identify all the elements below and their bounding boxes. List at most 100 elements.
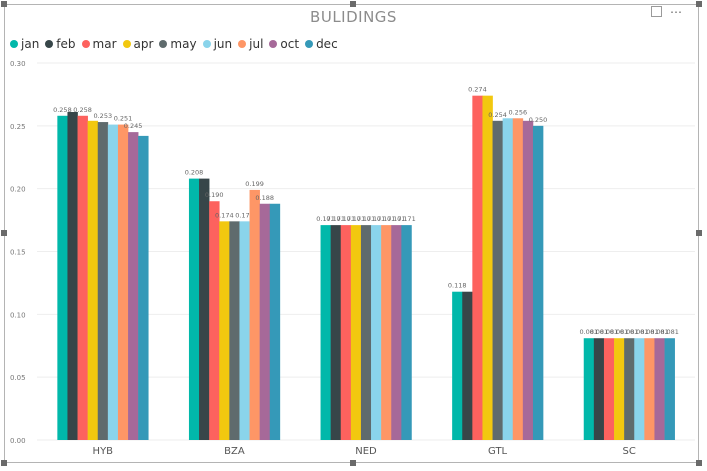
x-tick-label: SC — [623, 446, 636, 457]
data-label: 0.171 — [316, 215, 335, 223]
bar-oct-NED — [391, 225, 402, 440]
data-label: 0.208 — [185, 169, 204, 177]
legend-swatch-jul — [238, 40, 247, 48]
bar-dec-SC — [664, 338, 675, 440]
legend-label: apr — [133, 37, 154, 51]
bar-apr-SC — [614, 338, 625, 440]
bar-jan-HYB — [57, 115, 68, 440]
bar-feb-SC — [593, 338, 605, 440]
bar-apr-GTL — [482, 95, 493, 441]
legend-item-oct[interactable]: oct — [269, 37, 299, 51]
data-label: 0.118 — [448, 282, 467, 290]
bar-jul-SC — [644, 338, 655, 440]
bar-oct-GTL — [522, 120, 534, 440]
bar-dec-GTL — [532, 125, 544, 440]
legend-label: jan — [21, 37, 40, 51]
resize-handle-top-left[interactable] — [1, 1, 7, 7]
bar-mar-SC — [603, 338, 615, 440]
chart-legend: jan feb mar apr may jun jul oct dec — [10, 37, 344, 51]
data-label: 0.171 — [347, 215, 366, 223]
data-label: 0.081 — [650, 328, 669, 336]
data-label: 0.254 — [488, 111, 507, 119]
data-label: 0.251 — [114, 115, 133, 123]
bar-jul-NED — [381, 225, 392, 440]
bar-may-GTL — [492, 120, 503, 440]
focus-mode-icon[interactable] — [651, 6, 662, 17]
resize-handle-right[interactable] — [696, 230, 702, 236]
data-label: 0.081 — [660, 328, 679, 336]
legend-swatch-mar — [81, 40, 90, 48]
legend-item-jul[interactable]: jul — [238, 37, 263, 51]
bar-feb-BZA — [199, 178, 210, 441]
bar-feb-GTL — [462, 291, 473, 440]
data-label: 0.171 — [357, 215, 376, 223]
bar-apr-NED — [350, 225, 362, 440]
legend-label: jul — [249, 37, 264, 51]
data-label: 0.171 — [377, 215, 396, 223]
resize-handle-top-right[interactable] — [696, 1, 702, 7]
data-label: 0.081 — [630, 328, 649, 336]
legend-item-may[interactable]: may — [159, 37, 197, 51]
resize-handle-bottom-right[interactable] — [696, 460, 702, 466]
bar-oct-BZA — [259, 203, 271, 440]
bar-oct-HYB — [128, 132, 139, 440]
bar-jul-GTL — [512, 118, 524, 440]
bar-may-NED — [360, 225, 372, 440]
legend-item-jun[interactable]: jun — [202, 37, 232, 51]
data-label: 0.258 — [73, 106, 92, 114]
resize-handle-bottom-left[interactable] — [1, 460, 7, 466]
bar-jun-GTL — [502, 118, 514, 440]
bar-mar-HYB — [77, 115, 88, 440]
legend-item-mar[interactable]: mar — [81, 37, 117, 51]
bar-feb-HYB — [67, 112, 78, 440]
legend-label: feb — [56, 37, 76, 51]
data-label: 0.171 — [336, 215, 355, 223]
legend-item-feb[interactable]: feb — [45, 37, 76, 51]
resize-handle-left[interactable] — [1, 230, 7, 236]
bar-dec-HYB — [138, 135, 149, 440]
data-label: 0.081 — [590, 328, 609, 336]
bar-mar-BZA — [209, 201, 220, 440]
bar-may-HYB — [97, 122, 109, 440]
data-label: 0.081 — [640, 328, 659, 336]
chart-title: BULIDINGS — [310, 8, 397, 26]
data-label: 0.171 — [326, 215, 345, 223]
data-label: 0.081 — [620, 328, 639, 336]
data-label: 0.174 — [235, 211, 254, 219]
data-label: 0.171 — [367, 215, 386, 223]
data-label: 0.188 — [255, 194, 274, 202]
legend-item-dec[interactable]: dec — [305, 37, 338, 51]
bar-jan-GTL — [452, 291, 463, 440]
data-label: 0.174 — [215, 211, 234, 219]
data-label: 0.199 — [245, 180, 264, 188]
more-options-icon[interactable]: … — [670, 2, 683, 16]
bar-jan-SC — [583, 338, 595, 440]
data-label: 0.258 — [53, 106, 72, 114]
data-label: 0.171 — [387, 215, 406, 223]
x-tick-label: NED — [355, 446, 377, 457]
legend-swatch-oct — [269, 40, 278, 48]
data-label: 0.171 — [397, 215, 416, 223]
data-label: 0.081 — [610, 328, 629, 336]
y-tick-label: 0.25 — [10, 123, 26, 131]
bar-may-BZA — [229, 221, 240, 440]
resize-handle-bottom[interactable] — [350, 460, 356, 466]
y-tick-label: 0.00 — [10, 437, 26, 445]
legend-item-jan[interactable]: jan — [10, 37, 39, 51]
data-label: 0.081 — [600, 328, 619, 336]
legend-swatch-may — [159, 40, 168, 48]
bar-jan-BZA — [188, 178, 200, 441]
x-tick-label: GTL — [488, 446, 508, 457]
y-tick-label: 0.10 — [10, 311, 26, 319]
bar-jun-HYB — [107, 124, 119, 440]
bar-apr-HYB — [87, 120, 99, 440]
bar-jan-NED — [320, 225, 331, 440]
resize-handle-top[interactable] — [350, 1, 356, 7]
legend-swatch-jan — [10, 40, 18, 48]
y-tick-label: 0.05 — [10, 374, 26, 382]
legend-item-apr[interactable]: apr — [122, 37, 154, 51]
data-label: 0.081 — [579, 328, 598, 336]
bar-dec-NED — [401, 225, 412, 440]
data-label: 0.253 — [93, 112, 112, 120]
